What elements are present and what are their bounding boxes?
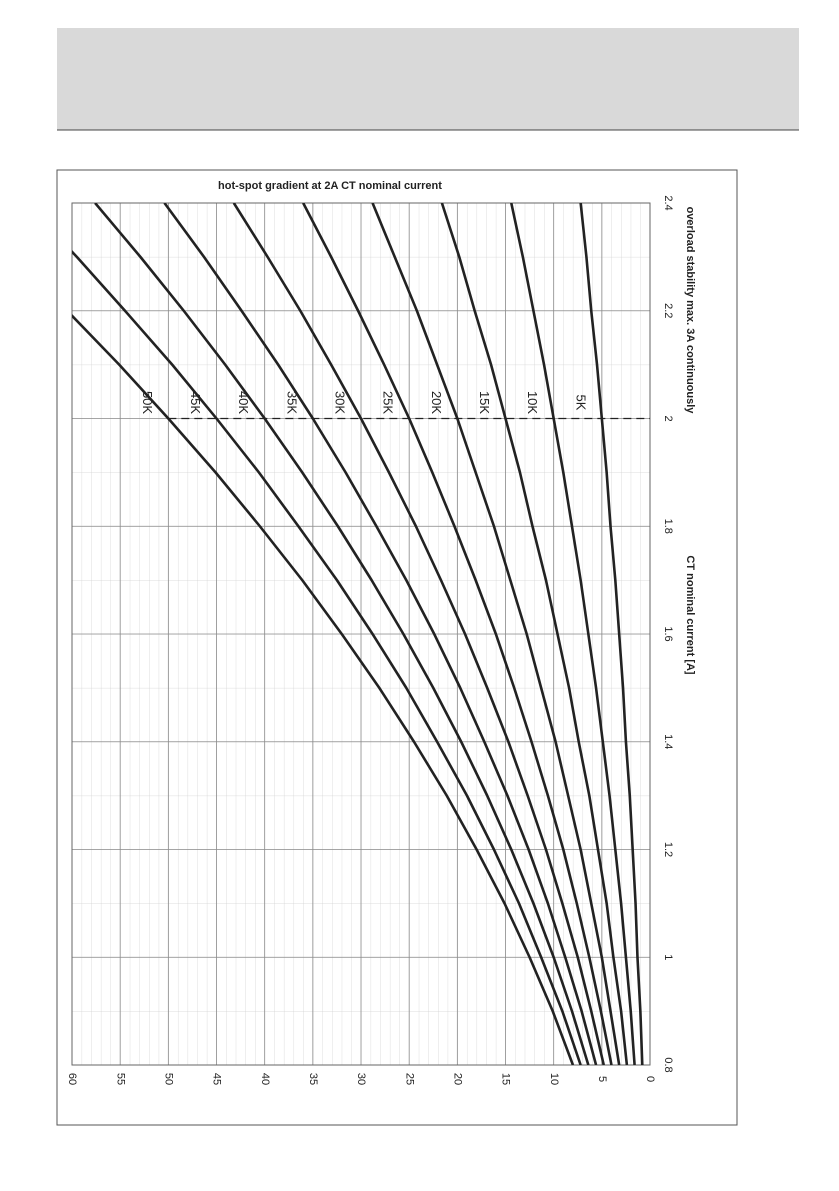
x-tick-label: 1.8 (662, 519, 674, 534)
series-line (579, 203, 644, 1065)
y-tick-label: 60 (66, 1073, 78, 1085)
curve-label: 10K (525, 391, 540, 414)
series-group (72, 203, 644, 1065)
curve-label: 20K (429, 391, 444, 414)
y-tick-label: 5 (596, 1076, 608, 1082)
y-tick-label: 30 (355, 1073, 367, 1085)
curve-label: 30K (333, 391, 348, 414)
series-line (510, 203, 636, 1065)
header-band (57, 28, 799, 130)
y-tick-label: 50 (162, 1073, 174, 1085)
curve-label: 40K (236, 391, 251, 414)
chart-frame (56, 169, 738, 1126)
series-line (94, 203, 590, 1065)
y-tick-label: 35 (307, 1073, 319, 1085)
annotation: overload stability max. 3A continuously (684, 207, 696, 415)
series-line (302, 203, 613, 1065)
x-tick-label: 2 (662, 415, 674, 421)
plot-border (71, 202, 651, 1066)
y-tick-label: 15 (500, 1073, 512, 1085)
x-tick-label: 1.2 (662, 842, 674, 857)
series-line (163, 203, 598, 1065)
y-tick-label: 40 (259, 1073, 271, 1085)
curve-label: 50K (140, 391, 155, 414)
x-tick-label: 2.4 (662, 195, 674, 210)
x-tick-label: 1 (662, 954, 674, 960)
curve-label: 15K (477, 391, 492, 414)
series-line (440, 203, 629, 1065)
y-tick-label: 10 (548, 1073, 560, 1085)
series-line (72, 249, 582, 1065)
series-line (72, 313, 575, 1065)
series-line (371, 203, 621, 1065)
x-tick-label: 2.2 (662, 303, 674, 318)
curve-label: 25K (381, 391, 396, 414)
y-tick-label: 55 (114, 1073, 126, 1085)
curve-label: 45K (188, 391, 203, 414)
x-tick-label: 0.8 (662, 1057, 674, 1072)
y-tick-label: 20 (451, 1073, 463, 1085)
x-tick-label: 1.6 (662, 626, 674, 641)
curve-label: 5K (573, 395, 588, 411)
series-line (232, 203, 606, 1065)
curve-label: 35K (284, 391, 299, 414)
y-tick-label: 25 (403, 1073, 415, 1085)
y-tick-label: 0 (644, 1076, 656, 1082)
x-axis-label: CT nominal current [A] (684, 555, 696, 675)
chart-title: hot-spot gradient at 2A CT nominal curre… (218, 180, 442, 192)
y-tick-label: 45 (211, 1073, 223, 1085)
x-tick-label: 1.4 (662, 734, 674, 749)
